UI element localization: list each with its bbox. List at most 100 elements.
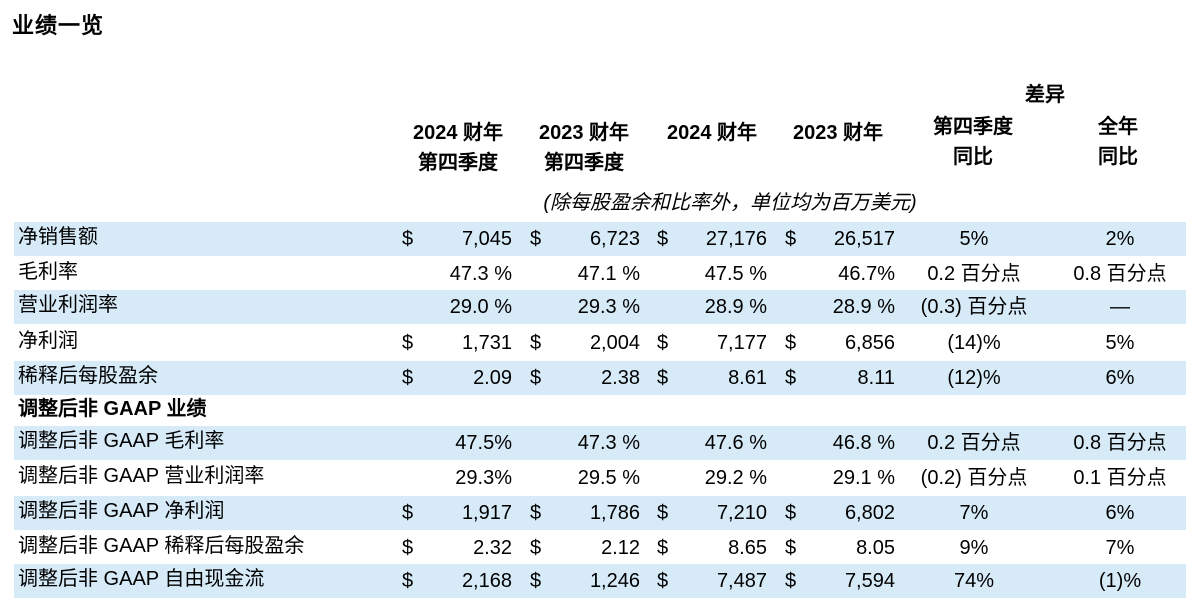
row-label: 调整后非 GAAP 自由现金流 bbox=[18, 568, 265, 590]
currency-symbol bbox=[530, 257, 550, 291]
table-cell: (0.3) 百分点 bbox=[920, 296, 1028, 318]
currency-symbol: $ bbox=[402, 367, 414, 389]
table-row: 调整后非 GAAP 自由现金流 $2,168 $1,246 $7,487 $7,594 7… bbox=[14, 564, 1186, 598]
table-cell: 47.3 % bbox=[449, 263, 512, 285]
currency-symbol bbox=[530, 394, 550, 428]
table-cell bbox=[554, 394, 640, 428]
table-cell: 7,487 bbox=[716, 570, 767, 592]
table-cell: 2.38 bbox=[601, 367, 640, 389]
currency-symbol bbox=[530, 461, 550, 495]
header-col-fy2023-q4: 2023 财年 第四季度 bbox=[538, 122, 630, 174]
row-label: 调整后非 GAAP 净利润 bbox=[18, 500, 225, 522]
table-cell: 28.9 % bbox=[832, 296, 895, 318]
table-cell: 2% bbox=[1105, 228, 1135, 250]
table-cell: 2.09 bbox=[473, 367, 512, 389]
table-cell: 0.1 百分点 bbox=[1073, 467, 1167, 489]
table-cell: (14)% bbox=[947, 332, 1001, 354]
table-row: 净利润 $1,731 $2,004 $7,177 $6,856 (14)% 5% bbox=[14, 326, 1186, 360]
currency-symbol: $ bbox=[402, 228, 414, 250]
currency-symbol: $ bbox=[785, 570, 797, 592]
currency-symbol: $ bbox=[785, 502, 797, 524]
table-cell: 47.3 % bbox=[577, 432, 640, 454]
header-diff-group: 差异 bbox=[1025, 84, 1065, 106]
currency-symbol bbox=[402, 257, 422, 291]
table-cell: 6,856 bbox=[844, 332, 895, 354]
table-cell: 8.61 bbox=[728, 367, 767, 389]
table-row: 调整后非 GAAP 业绩 bbox=[14, 394, 1186, 428]
table-cell: 7% bbox=[959, 502, 989, 524]
table-cell: 7% bbox=[1105, 537, 1135, 559]
currency-symbol: $ bbox=[657, 502, 669, 524]
row-label: 毛利率 bbox=[18, 261, 78, 283]
currency-symbol: $ bbox=[785, 228, 797, 250]
table-cell: 29.0 % bbox=[449, 296, 512, 318]
table-cell: 46.8 % bbox=[832, 432, 895, 454]
currency-symbol: $ bbox=[402, 537, 414, 559]
table-cell: 0.8 百分点 bbox=[1073, 432, 1167, 454]
table-cell: 29.1 % bbox=[832, 467, 895, 489]
table-cell: 26,517 bbox=[833, 228, 895, 250]
table-cell: 8.65 bbox=[728, 537, 767, 559]
table-cell: 6% bbox=[1105, 367, 1135, 389]
table-cell: 5% bbox=[959, 228, 989, 250]
row-label: 调整后非 GAAP 毛利率 bbox=[18, 430, 225, 452]
table-row: 调整后非 GAAP 毛利率 47.5% 47.3 % 47.6 % 46.8 % 0.2 … bbox=[14, 426, 1186, 460]
currency-symbol: $ bbox=[402, 502, 414, 524]
table-cell: 0.2 百分点 bbox=[927, 432, 1021, 454]
row-label: 调整后非 GAAP 稀释后每股盈余 bbox=[18, 535, 305, 557]
currency-symbol: $ bbox=[657, 537, 669, 559]
table-cell: 2.32 bbox=[473, 537, 512, 559]
currency-symbol: $ bbox=[530, 367, 542, 389]
table-cell: 1,246 bbox=[589, 570, 640, 592]
table-cell: 6,802 bbox=[844, 502, 895, 524]
row-label: 调整后非 GAAP 营业利润率 bbox=[18, 465, 265, 487]
table-cell: 1,917 bbox=[461, 502, 512, 524]
table-cell: 0.2 百分点 bbox=[927, 263, 1021, 285]
table-cell: 47.1 % bbox=[577, 263, 640, 285]
table-cell: 47.5% bbox=[455, 432, 512, 454]
header-col-fy2024-q4: 2024 财年 第四季度 bbox=[412, 122, 504, 174]
currency-symbol bbox=[402, 461, 422, 495]
table-cell: (12)% bbox=[947, 367, 1001, 389]
table-cell: 1,731 bbox=[461, 332, 512, 354]
header-col-q4-yoy: 第四季度 同比 bbox=[933, 116, 1013, 168]
table-cell: 6% bbox=[1105, 502, 1135, 524]
row-label: 营业利润率 bbox=[18, 294, 118, 316]
currency-symbol: $ bbox=[530, 332, 542, 354]
table-cell: 27,176 bbox=[705, 228, 767, 250]
table-row: 营业利润率 29.0 % 29.3 % 28.9 % 28.9 % (0.3) 百分点 — bbox=[14, 290, 1186, 324]
currency-symbol: $ bbox=[657, 570, 669, 592]
table-row: 毛利率 47.3 % 47.1 % 47.5 % 46.7% 0.2 百分点 0.8 百分点 bbox=[14, 257, 1186, 291]
table-cell: 1,786 bbox=[589, 502, 640, 524]
header-col-fy2024: 2024 财年 bbox=[666, 122, 758, 144]
currency-symbol: $ bbox=[657, 367, 669, 389]
table-cell: 2.12 bbox=[601, 537, 640, 559]
table-cell: 2,168 bbox=[461, 570, 512, 592]
currency-symbol: $ bbox=[530, 570, 542, 592]
unit-note: (除每股盈余和比率外，单位均为百万美元) bbox=[543, 192, 917, 214]
table-cell: 8.11 bbox=[857, 367, 895, 389]
table-cell: 7,045 bbox=[461, 228, 512, 250]
table-cell bbox=[802, 394, 895, 428]
table-cell: (0.2) 百分点 bbox=[920, 467, 1028, 489]
currency-symbol bbox=[530, 426, 550, 460]
table-cell: 47.5 % bbox=[704, 263, 767, 285]
header-col-fy-yoy: 全年 同比 bbox=[1098, 116, 1138, 168]
currency-symbol bbox=[402, 426, 422, 460]
currency-symbol: $ bbox=[785, 367, 797, 389]
table-cell: 7,177 bbox=[716, 332, 767, 354]
currency-symbol: $ bbox=[402, 570, 414, 592]
table-cell bbox=[904, 394, 1044, 428]
table-cell: 7,210 bbox=[716, 502, 767, 524]
currency-symbol: $ bbox=[785, 537, 797, 559]
currency-symbol bbox=[530, 290, 550, 324]
currency-symbol bbox=[402, 394, 422, 428]
table-cell: 29.2 % bbox=[704, 467, 767, 489]
currency-symbol: $ bbox=[530, 502, 542, 524]
currency-symbol: $ bbox=[657, 332, 669, 354]
table-cell bbox=[1054, 394, 1186, 428]
table-cell: 5% bbox=[1105, 332, 1135, 354]
currency-symbol: $ bbox=[657, 228, 669, 250]
table-cell: 74% bbox=[953, 570, 995, 592]
table-cell: 2,004 bbox=[589, 332, 640, 354]
